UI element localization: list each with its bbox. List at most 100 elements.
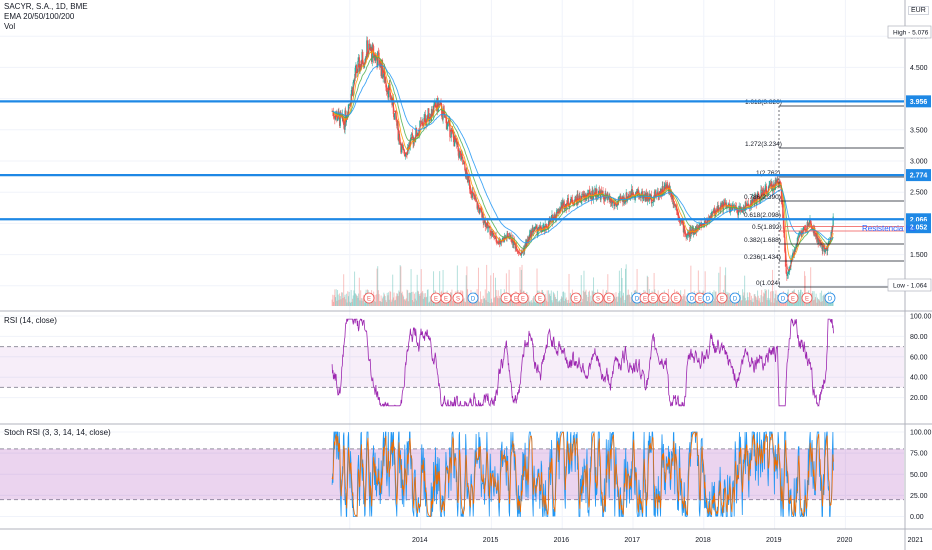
volume-bar [362,295,364,306]
volume-bar [627,294,629,306]
volume-bar [534,295,536,306]
ema-legend[interactable]: EMA 20/50/100/200 [4,12,75,21]
volume-bar [785,302,787,306]
volume-bar [423,293,425,306]
volume-bar [488,292,490,306]
price-candle [811,227,813,230]
volume-bar [381,298,383,306]
volume-bar [354,293,356,306]
volume-bar [818,299,820,306]
price-candle [521,251,523,253]
volume-bar [768,300,770,306]
volume-bar [467,289,469,306]
price-candle [766,194,768,195]
volume-bar [669,301,671,306]
volume-bar [411,291,413,306]
volume-bar [670,302,672,306]
fibonacci-levels[interactable]: 1.618(3.826) 1.272(3.234) 1(2.762) 0.786(2.… [744,99,904,288]
symbol-title[interactable]: SACYR, S.A., 1D, BME [4,2,88,11]
price-candle [788,271,790,273]
price-candle [760,189,762,198]
price-candle [599,190,601,193]
price-candle [369,46,371,51]
price-candle [526,239,529,241]
event-marker-S [592,292,604,304]
price-candle [343,125,345,130]
volume-bar [557,302,559,306]
event-marker-E [363,292,375,304]
volume-bar [718,272,720,306]
price-candle [511,241,513,243]
price-candle [691,227,693,231]
volume-bar [465,275,467,306]
price-candle [490,231,492,235]
volume-bar [520,269,522,306]
volume-bar [345,299,347,306]
stoch-title[interactable]: Stoch RSI (3, 3, 14, 14, close) [4,428,111,437]
time-tick-label: 2014 [412,537,428,544]
volume-bar [387,295,389,306]
price-candle [814,235,817,237]
volume-bar [527,297,529,306]
price-candle [744,210,746,212]
volume-bar [797,289,799,306]
volume-bar [395,296,397,306]
event-marker-label: D [690,297,695,303]
price-candle [527,237,529,241]
volume-bar [348,291,350,306]
volume-bar [747,297,749,306]
rsi-title[interactable]: RSI (14, close) [4,316,57,325]
price-candle [496,242,499,244]
price-candle [358,57,360,62]
price-candle [382,75,384,79]
price-candle [618,196,620,198]
volume-bar [798,294,800,306]
volume-bar [659,298,661,306]
currency-label[interactable]: EUR [908,6,929,15]
volume-bar [729,299,731,306]
volume-bar [628,294,630,306]
annotation-resistencia[interactable]: Resistencia his [862,224,916,233]
volume-bar [359,300,361,306]
price-candle [597,196,599,197]
volume-bar [618,270,620,306]
price-candle [368,43,370,53]
price-candle [745,201,747,205]
volume-bar [659,301,661,306]
price-tag-label: 3.956 [910,99,928,106]
price-candle [699,223,701,225]
price-legend[interactable]: SACYR, S.A., 1D, BME EMA 20/50/100/200 V… [4,2,88,32]
volume-legend[interactable]: Vol [4,22,16,31]
volume-bar [358,277,360,306]
price-candle [694,232,696,235]
price-candle [474,198,476,200]
price-candle [447,119,450,123]
volume-bar [769,298,771,306]
rsi-legend[interactable]: RSI (14, close) [4,316,57,326]
volume-bar [339,296,341,306]
price-candle [385,87,388,92]
price-candle [458,151,461,158]
horizontal-levels[interactable] [0,100,904,227]
volume-bar [415,292,417,306]
volume-bar [671,301,673,306]
time-axis[interactable]: 2014 2015 2016 2017 2018 2019 2020 2021 [412,537,923,544]
price-candle [339,112,341,126]
stoch-legend[interactable]: Stoch RSI (3, 3, 14, 14, close) [4,428,111,438]
volume-bar [373,300,375,306]
volume-bar [618,292,620,306]
price-candle [539,226,541,228]
volume-bar [625,264,627,306]
price-candle [806,221,808,230]
volume-bar [703,302,705,306]
volume-bar [777,294,779,306]
price-candle [791,255,793,259]
volume-bar [364,302,366,306]
event-marker-label: E [538,297,542,303]
price-candle [532,227,534,233]
price-candle [786,273,788,276]
price-candle [704,221,706,223]
price-candle [782,203,784,219]
